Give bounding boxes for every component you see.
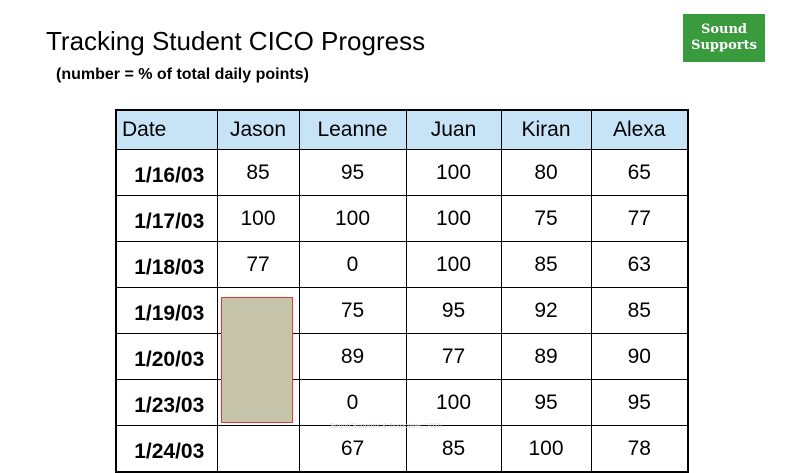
table-row: 1/16/03 85 95 100 80 65 <box>115 149 689 196</box>
score-cell-alexa: 90 <box>590 333 689 380</box>
score-cell-leanne: 67 <box>298 425 407 473</box>
score-cell-juan: 100 <box>405 195 502 242</box>
column-header-juan: Juan <box>405 109 502 150</box>
table-row: 1/24/03 67 85 100 78 <box>115 425 689 473</box>
date-cell: 1/20/03 <box>115 333 218 380</box>
date-cell: 1/19/03 <box>115 287 218 334</box>
score-cell-kiran: 89 <box>500 333 592 380</box>
score-cell-kiran: 75 <box>500 195 592 242</box>
page-subtitle: (number = % of total daily points) <box>56 66 309 83</box>
date-cell: 1/17/03 <box>115 195 218 242</box>
table-header-row: Date Jason Leanne Juan Kiran Alexa <box>115 109 689 150</box>
table-row: 1/20/03 89 77 89 90 <box>115 333 689 380</box>
table-row: 1/23/03 0 100 95 95 <box>115 379 689 426</box>
score-cell-kiran: 85 <box>500 241 592 288</box>
score-cell-juan: 100 <box>405 241 502 288</box>
cico-progress-table: Date Jason Leanne Juan Kiran Alexa 1/16/… <box>115 109 689 473</box>
score-cell-leanne: 89 <box>298 333 407 380</box>
column-header-leanne: Leanne <box>298 109 407 150</box>
date-cell: 1/18/03 <box>115 241 218 288</box>
table-row: 1/18/03 77 0 100 85 63 <box>115 241 689 288</box>
score-cell-juan: 95 <box>405 287 502 334</box>
logo-line-1: Sound <box>700 22 748 37</box>
column-header-date: Date <box>115 109 218 150</box>
score-cell-alexa: 78 <box>590 425 689 473</box>
date-cell: 1/23/03 <box>115 379 218 426</box>
table-row: 1/17/03 100 100 100 75 77 <box>115 195 689 242</box>
score-cell-alexa: 85 <box>590 287 689 334</box>
score-cell-kiran: 95 <box>500 379 592 426</box>
sound-supports-logo: Sound Supports <box>683 14 765 62</box>
score-cell-alexa: 63 <box>590 241 689 288</box>
score-cell-leanne: 95 <box>298 149 407 196</box>
table-row: 1/19/03 80 75 95 92 85 <box>115 287 689 334</box>
score-cell-juan: 100 <box>405 379 502 426</box>
score-cell-juan: 85 <box>405 425 502 473</box>
score-cell-alexa: 77 <box>590 195 689 242</box>
score-cell-juan: 77 <box>405 333 502 380</box>
score-cell-kiran: 92 <box>500 287 592 334</box>
score-cell-jason: 100 <box>216 195 300 242</box>
score-cell-juan: 100 <box>405 149 502 196</box>
score-cell-kiran: 80 <box>500 149 592 196</box>
column-header-kiran: Kiran <box>500 109 592 150</box>
logo-line-2: Supports <box>691 38 757 53</box>
column-header-jason: Jason <box>216 109 300 150</box>
jason-missing-data-overlay <box>221 297 293 423</box>
score-cell-jason <box>216 425 300 473</box>
copyright-footer: Sound Supports & Associates, 2020 <box>330 423 442 430</box>
page-title: Tracking Student CICO Progress <box>46 26 426 56</box>
score-cell-jason: 85 <box>216 149 300 196</box>
score-cell-leanne: 0 <box>298 241 407 288</box>
score-cell-leanne: 0 <box>298 379 407 426</box>
date-cell: 1/16/03 <box>115 149 218 196</box>
date-cell: 1/24/03 <box>115 425 218 473</box>
score-cell-alexa: 65 <box>590 149 689 196</box>
score-cell-leanne: 75 <box>298 287 407 334</box>
score-cell-alexa: 95 <box>590 379 689 426</box>
score-cell-jason: 77 <box>216 241 300 288</box>
score-cell-kiran: 100 <box>500 425 592 473</box>
score-cell-leanne: 100 <box>298 195 407 242</box>
column-header-alexa: Alexa <box>590 109 689 150</box>
